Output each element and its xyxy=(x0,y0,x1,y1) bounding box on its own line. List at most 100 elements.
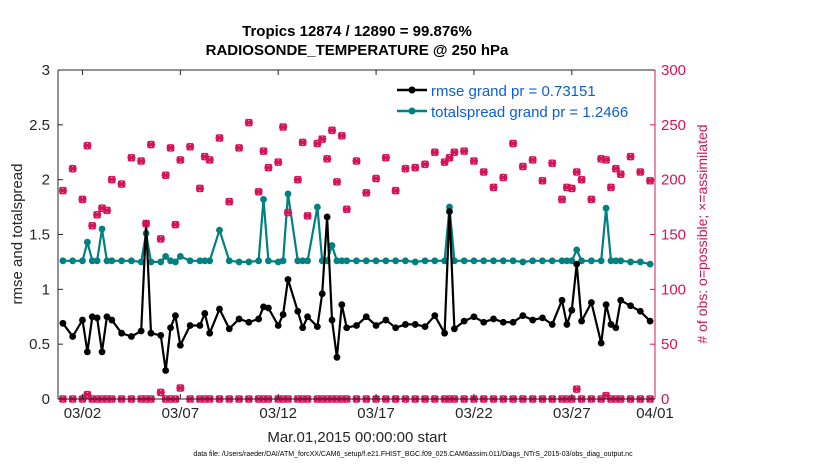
chart-subtitle: RADIOSONDE_TEMPERATURE @ 250 hPa xyxy=(206,42,509,59)
y-axis-label-right: # of obs: o=possible; ×=assimilated xyxy=(694,124,710,343)
obs-possible-point xyxy=(259,147,268,156)
totalspread-point xyxy=(441,257,448,265)
rmse-point xyxy=(118,329,126,337)
rmse-point xyxy=(274,322,282,329)
x-tick-label: 03/02 xyxy=(64,405,102,422)
obs-possible-point xyxy=(509,139,518,148)
rmse-point xyxy=(627,302,634,310)
obs-possible-point xyxy=(146,140,155,149)
rmse-point xyxy=(587,299,595,306)
obs-assimilated-point xyxy=(156,388,165,397)
obs-possible-point xyxy=(137,157,146,166)
totalspread-point xyxy=(382,257,390,265)
rmse-point xyxy=(137,327,145,335)
totalspread-point xyxy=(411,258,419,266)
totalspread-point xyxy=(284,190,292,198)
rmse-point xyxy=(265,304,272,312)
rmse-point xyxy=(353,322,360,329)
totalspread-point xyxy=(235,258,243,266)
obs-possible-point xyxy=(195,184,204,193)
rmse-point xyxy=(490,315,497,323)
rmse-point xyxy=(79,316,86,324)
rmse-point xyxy=(573,260,581,268)
obs-possible-point xyxy=(616,170,625,179)
rmse-point xyxy=(421,323,429,331)
totalspread-point xyxy=(362,257,370,265)
rmse-point xyxy=(646,317,654,325)
totalspread-point xyxy=(490,257,497,265)
totalspread-point xyxy=(607,257,615,265)
obs-possible-point xyxy=(102,206,111,215)
legend-label-spread: totalspread grand pr = 1.2466 xyxy=(431,104,628,121)
y-tick-label-right: 50 xyxy=(661,336,678,353)
totalspread-point xyxy=(509,257,517,265)
rmse-point xyxy=(235,315,243,323)
y-tick-label: 2.5 xyxy=(29,117,50,134)
rmse-point xyxy=(343,324,351,332)
obs-possible-point xyxy=(450,148,459,157)
obs-assimilated-point xyxy=(572,385,581,394)
totalspread-point xyxy=(88,257,96,265)
x-axis-label: Mar.01,2015 00:00:00 start xyxy=(267,429,447,446)
obs-possible-point xyxy=(283,208,292,217)
x-tick-label: 03/27 xyxy=(553,405,591,422)
obs-possible-point xyxy=(205,155,214,164)
totalspread-point xyxy=(646,260,654,268)
obs-possible-point xyxy=(107,175,116,184)
obs-possible-point xyxy=(215,134,224,142)
totalspread-point xyxy=(69,257,77,265)
obs-possible-point xyxy=(161,171,170,180)
obs-possible-point xyxy=(558,195,567,204)
y-tick-label: 1.5 xyxy=(29,227,50,244)
y-tick-label: 3 xyxy=(42,62,50,79)
obs-possible-point xyxy=(176,155,185,164)
totalspread-point xyxy=(392,257,400,265)
totalspread-point xyxy=(558,257,566,265)
obs-possible-point xyxy=(83,141,92,150)
totalspread-point xyxy=(206,257,214,265)
totalspread-point xyxy=(313,203,321,211)
totalspread-point xyxy=(172,258,179,266)
totalspread-point xyxy=(260,196,267,203)
axes: 0 0.5 1 1.5 2 2.5 3 0 50 100 150 200 250 300 03/02 03/0… xyxy=(29,62,686,422)
obs-possible-point xyxy=(244,118,253,127)
legend: rmse grand pr = 0.73151 totalspread gran… xyxy=(391,79,651,125)
obs-possible-point xyxy=(372,174,381,183)
totalspread-point xyxy=(617,257,625,265)
totalspread-point xyxy=(98,225,106,233)
rmse-point xyxy=(450,325,458,333)
obs-possible-point xyxy=(279,123,288,132)
obs-possible-point xyxy=(421,160,430,169)
obs-possible-point xyxy=(225,197,234,206)
obs-possible-point xyxy=(548,159,557,168)
obs-possible-point xyxy=(587,195,596,204)
totalspread-point xyxy=(529,257,537,265)
obs-possible-point xyxy=(88,221,97,230)
totalspread-point xyxy=(108,257,116,265)
obs-possible-point xyxy=(318,135,327,144)
legend-marker-rmse xyxy=(408,86,416,94)
totalspread-point xyxy=(118,257,126,265)
rmse-point xyxy=(318,290,326,298)
rmse-point xyxy=(103,313,111,321)
rmse-point xyxy=(186,322,194,329)
totalspread-point xyxy=(539,257,546,265)
chart-title: Tropics 12874 / 12890 = 99.876% xyxy=(242,23,472,40)
totalspread-point xyxy=(578,257,585,265)
y-tick-label: 2 xyxy=(42,172,50,189)
obs-possible-point xyxy=(117,180,126,189)
obs-possible-point xyxy=(499,173,508,182)
totalspread-point xyxy=(602,204,610,212)
totalspread-point xyxy=(147,258,155,266)
rmse-point xyxy=(509,318,517,326)
rmse-point xyxy=(333,353,341,361)
rmse-point xyxy=(568,306,576,314)
rmse-point xyxy=(201,310,209,317)
rmse-point xyxy=(284,276,292,283)
obs-possible-point xyxy=(602,155,611,164)
obs-possible-point xyxy=(567,184,576,193)
totalspread-point xyxy=(470,257,478,265)
rmse-point xyxy=(69,333,77,340)
rmse-point xyxy=(578,317,585,325)
